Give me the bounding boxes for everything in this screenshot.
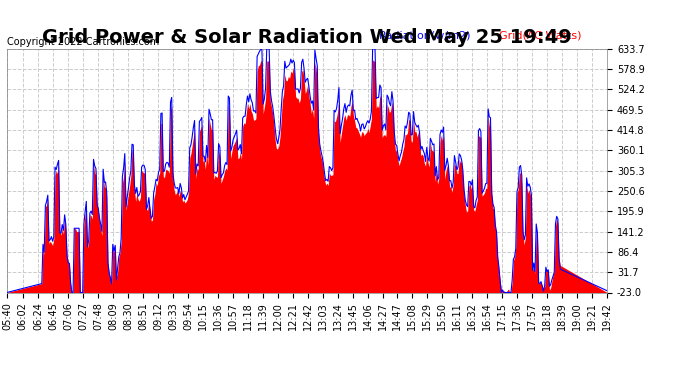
Text: Copyright 2022 Cartronics.com: Copyright 2022 Cartronics.com bbox=[7, 37, 159, 47]
Text: Grid(AC Watts): Grid(AC Watts) bbox=[499, 31, 582, 41]
Text: Radiation(w/m2): Radiation(w/m2) bbox=[379, 31, 471, 41]
Title: Grid Power & Solar Radiation Wed May 25 19:49: Grid Power & Solar Radiation Wed May 25 … bbox=[42, 28, 572, 47]
